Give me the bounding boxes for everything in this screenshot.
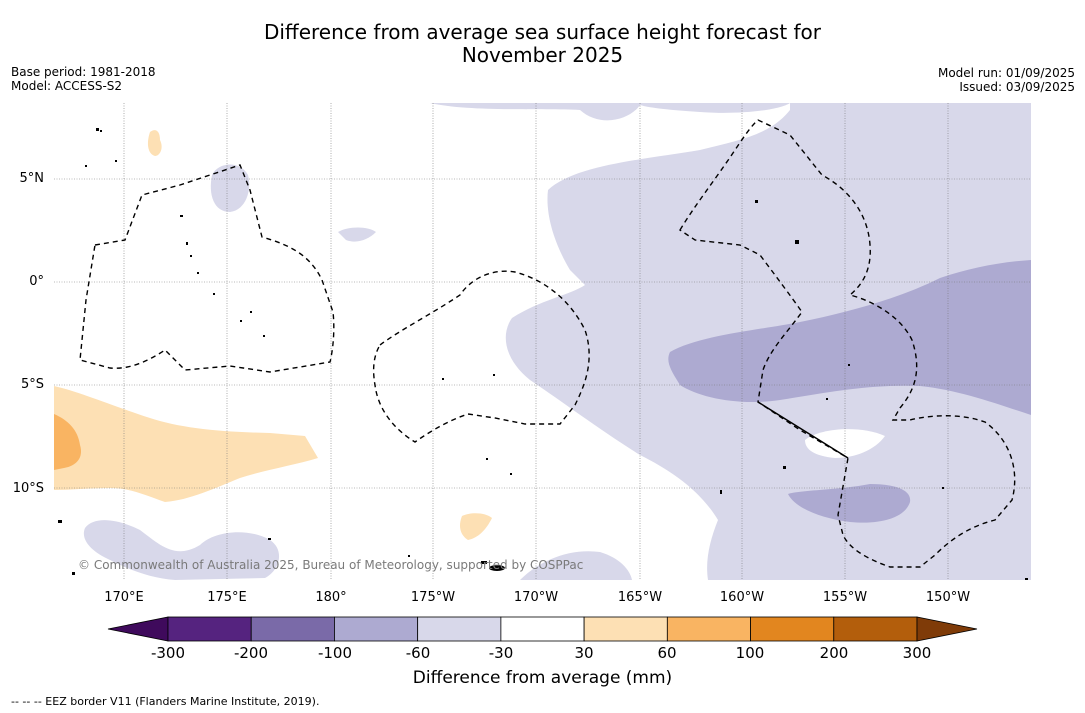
lon-label-175w: 175°W (410, 590, 456, 605)
run-info-right: Model run: 01/09/2025 Issued: 03/09/2025 (938, 66, 1075, 94)
colorbar-segment (500, 616, 585, 642)
colorbar-tick: 200 (819, 644, 849, 662)
lon-label-170w: 170°W (513, 590, 559, 605)
issued-date: Issued: 03/09/2025 (959, 80, 1075, 94)
lon-label-180: 180° (315, 590, 347, 605)
graticule (54, 103, 1031, 580)
eez-borders (79, 119, 1016, 568)
colorbar-extend-high (916, 616, 978, 642)
colorbar-title: Difference from average (mm) (412, 668, 673, 688)
colorbar-tick: -300 (150, 644, 186, 662)
lat-label-10s: 10°S (12, 481, 44, 496)
islands (58, 128, 1028, 580)
colorbar-tick: -100 (317, 644, 353, 662)
colorbar-segment (167, 616, 252, 642)
title-line-1: Difference from average sea surface heig… (263, 20, 822, 44)
anomaly-region-small-1 (210, 164, 250, 212)
eez-tuvalu-kiribati-west (79, 164, 335, 373)
colorbar-tick: 300 (902, 644, 932, 662)
eez-central (372, 270, 590, 443)
colorbar-segment (334, 616, 419, 642)
anomaly-region-orange-island-2 (147, 130, 162, 156)
lon-label-170e: 170°E (104, 590, 144, 605)
eez-border-solid (757, 401, 849, 459)
anomaly-region-medium-purple-band (668, 260, 1031, 415)
colorbar-extend-low (107, 616, 169, 642)
title-line-2: November 2025 (461, 43, 624, 67)
lat-label-0: 0° (29, 274, 44, 289)
anomaly-fills (54, 103, 1031, 580)
colorbar-tick: 100 (735, 644, 765, 662)
lon-label-150w: 150°W (925, 590, 971, 605)
anomaly-region-light-purple-bottom (520, 551, 632, 580)
colorbar-tick: -200 (233, 644, 269, 662)
colorbar-tick: 30 (574, 644, 594, 662)
base-period: Base period: 1981-2018 (11, 65, 156, 79)
colorbar-segment (250, 616, 335, 642)
model-run: Model run: 01/09/2025 (937, 66, 1075, 80)
eez-legend-footer: -- -- -- EEZ border V11 (Flanders Marine… (11, 695, 320, 708)
anomaly-region-light-purple-southwest (83, 520, 280, 580)
chart-title: Difference from average sea surface heig… (0, 21, 1085, 67)
lat-label-5n: 5°N (19, 171, 45, 186)
anomaly-region-light-purple-top (430, 103, 790, 121)
anomaly-region-orange-west (54, 414, 82, 470)
run-info-left: Base period: 1981-2018 Model: ACCESS-S2 (11, 65, 156, 93)
colorbar-tick: 60 (657, 644, 677, 662)
colorbar-tick: -30 (488, 644, 514, 662)
anomaly-region-small-2 (338, 227, 376, 242)
lat-label-5s: 5°S (20, 377, 44, 392)
colorbar-segment (750, 616, 835, 642)
colorbar-segment (833, 616, 918, 642)
colorbar-segment (583, 616, 668, 642)
copyright-text: © Commonwealth of Australia 2025, Bureau… (78, 558, 584, 572)
lon-label-175e: 175°E (207, 590, 247, 605)
anomaly-region-light-orange-west (54, 386, 318, 502)
anomaly-region-medium-purple-south (788, 484, 911, 523)
model-name: Model: ACCESS-S2 (11, 79, 123, 93)
lon-label-155w: 155°W (822, 590, 868, 605)
lon-label-165w: 165°W (617, 590, 663, 605)
colorbar-segment (666, 616, 751, 642)
lon-label-160w: 160°W (719, 590, 765, 605)
colorbar-tick: -60 (405, 644, 431, 662)
colorbar-segment (417, 616, 502, 642)
anomaly-region-orange-island-1 (460, 513, 492, 540)
